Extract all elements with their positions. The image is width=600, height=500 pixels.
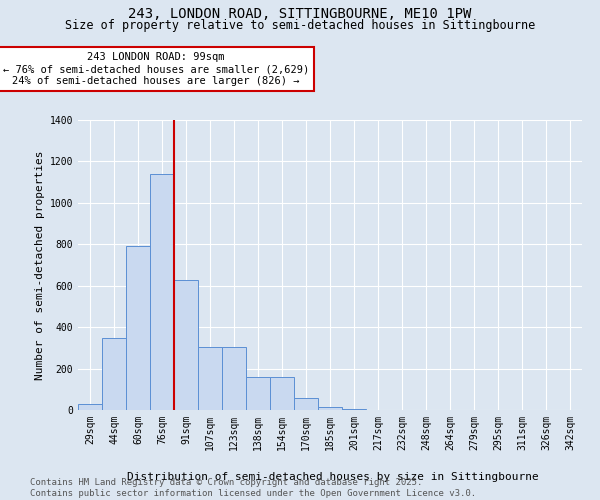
Bar xyxy=(246,377,270,410)
Bar xyxy=(222,347,246,410)
Bar xyxy=(102,338,126,410)
Bar xyxy=(198,347,222,410)
Bar xyxy=(342,409,366,410)
Bar xyxy=(294,398,318,410)
Text: Contains HM Land Registry data © Crown copyright and database right 2025.
Contai: Contains HM Land Registry data © Crown c… xyxy=(30,478,476,498)
Bar xyxy=(78,404,102,410)
Y-axis label: Number of semi-detached properties: Number of semi-detached properties xyxy=(35,150,46,380)
Bar xyxy=(270,377,294,410)
Bar xyxy=(126,246,150,410)
Text: 243 LONDON ROAD: 99sqm
← 76% of semi-detached houses are smaller (2,629)
24% of : 243 LONDON ROAD: 99sqm ← 76% of semi-det… xyxy=(3,52,309,86)
Text: Distribution of semi-detached houses by size in Sittingbourne: Distribution of semi-detached houses by … xyxy=(127,472,539,482)
Text: Size of property relative to semi-detached houses in Sittingbourne: Size of property relative to semi-detach… xyxy=(65,19,535,32)
Bar xyxy=(150,174,174,410)
Text: 243, LONDON ROAD, SITTINGBOURNE, ME10 1PW: 243, LONDON ROAD, SITTINGBOURNE, ME10 1P… xyxy=(128,8,472,22)
Bar xyxy=(174,280,198,410)
Bar xyxy=(318,407,342,410)
